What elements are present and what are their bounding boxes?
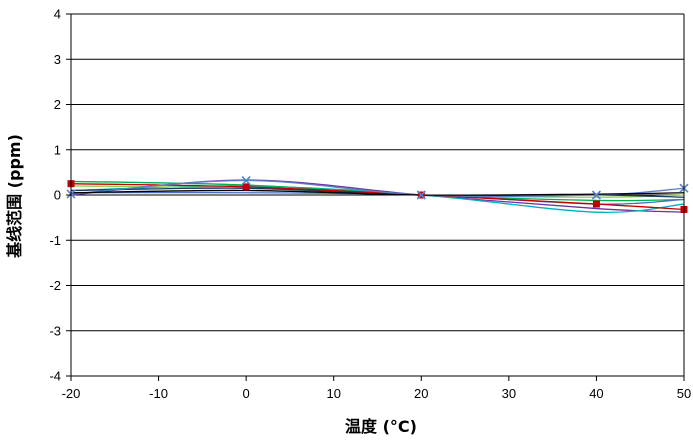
x-tick-label: 20	[414, 386, 428, 401]
y-axis-title: 基线范围 (ppm)	[5, 134, 24, 259]
y-tick-label: 2	[54, 97, 61, 112]
x-tick-label: 30	[502, 386, 516, 401]
y-tick-label: 1	[54, 142, 61, 157]
x-marker-stroke	[241, 175, 251, 186]
y-tick-label: -2	[49, 278, 61, 293]
y-tick-label: 0	[54, 188, 61, 203]
x-tick-label: 40	[589, 386, 603, 401]
y-tick-label: 4	[54, 7, 61, 22]
x-tick-label: -20	[62, 386, 81, 401]
y-tick-label: 3	[54, 52, 61, 67]
gridlines	[71, 13, 684, 377]
data-point-square	[592, 200, 600, 208]
x-tick-label: 0	[243, 386, 250, 401]
data-point-x	[591, 190, 601, 200]
x-tick-label: -10	[149, 386, 168, 401]
x-marker-stroke	[416, 190, 426, 200]
x-marker-stroke	[591, 190, 601, 200]
data-point-square	[242, 183, 250, 191]
y-tick-label: -3	[49, 323, 61, 338]
x-tick-label: 10	[326, 386, 340, 401]
axes	[66, 13, 685, 381]
data-point-x	[416, 190, 426, 200]
series-line-9	[70, 189, 685, 196]
data-point-x	[241, 175, 251, 186]
series-group	[70, 179, 685, 214]
x-tick-label: 50	[677, 386, 691, 401]
y-tick-label: -1	[49, 233, 61, 248]
x-axis-title: 温度 (°C)	[344, 417, 417, 436]
y-tick-label: -4	[49, 369, 61, 384]
